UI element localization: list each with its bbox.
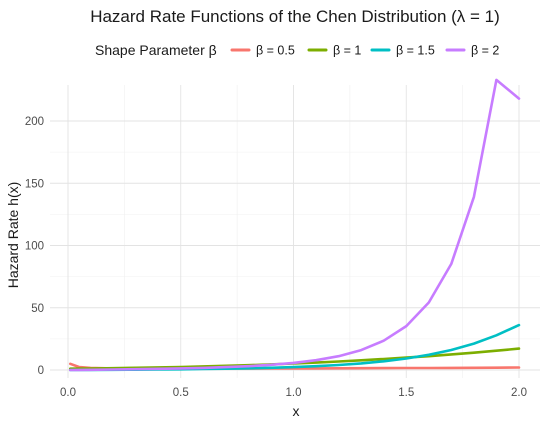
x-axis-title: x — [293, 403, 300, 419]
y-tick-label: 0 — [38, 365, 44, 377]
x-tick-label: 2.0 — [511, 387, 527, 399]
legend-item: β = 0.5 — [230, 44, 295, 58]
legend-title: Shape Parameter β — [95, 42, 217, 58]
x-tick-label: 0.5 — [173, 387, 189, 399]
x-tick-label: 1.5 — [398, 387, 414, 399]
y-tick-label: 200 — [25, 116, 44, 128]
legend-label: β = 2 — [471, 44, 499, 58]
legend-item: β = 2 — [445, 44, 499, 58]
series-line-4 — [69, 78, 521, 372]
legend-label: β = 1.5 — [396, 44, 435, 58]
y-axis-ticks: 0 50 100 150 200 — [25, 116, 44, 377]
y-tick-label: 150 — [25, 178, 44, 190]
chart-title: Hazard Rate Functions of the Chen Distri… — [90, 7, 500, 26]
legend-item: β = 1 — [307, 44, 361, 58]
y-tick-label: 50 — [31, 303, 44, 315]
x-tick-label: 1.0 — [286, 387, 302, 399]
series-line-2 — [69, 347, 521, 370]
x-tick-label: 0.0 — [60, 387, 76, 399]
y-axis-title: Hazard Rate h(x) — [5, 182, 21, 289]
legend-label: β = 0.5 — [256, 44, 295, 58]
y-tick-label: 100 — [25, 241, 44, 253]
legend-item: β = 1.5 — [370, 44, 435, 58]
x-axis-ticks: 0.0 0.5 1.0 1.5 2.0 — [60, 387, 527, 399]
legend: Shape Parameter β β = 0.5 β = 1 β = 1.5 β =… — [95, 42, 499, 58]
series-layer — [69, 78, 521, 372]
legend-label: β = 1 — [333, 44, 361, 58]
plot-grid — [50, 85, 540, 378]
